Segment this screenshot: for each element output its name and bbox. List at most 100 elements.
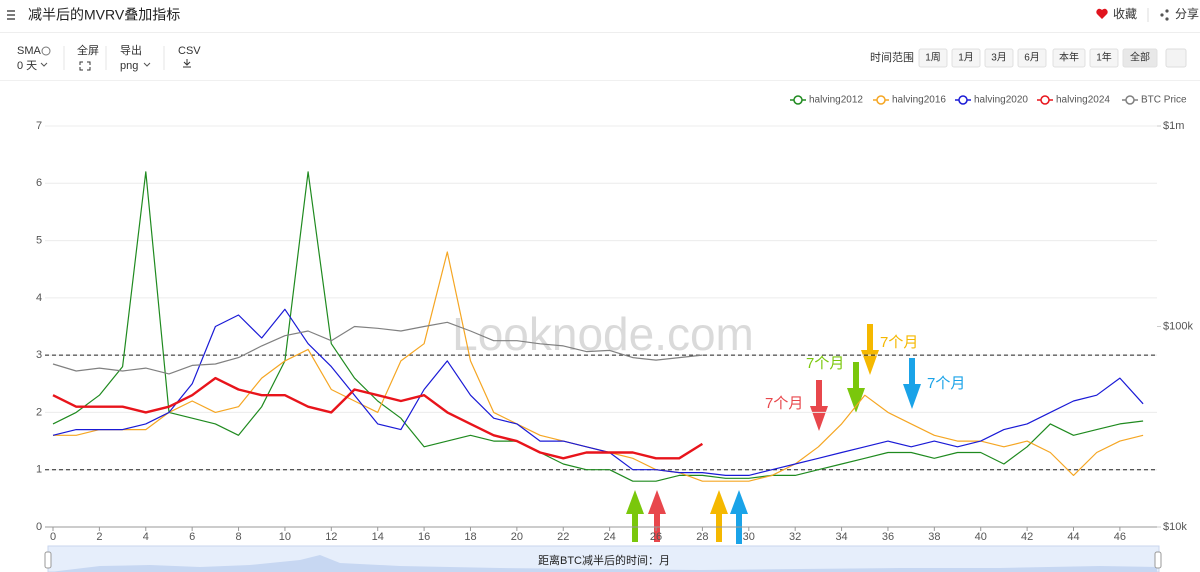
range-button-label[interactable]: 本年: [1059, 51, 1079, 64]
x-tick-label: 10: [279, 531, 291, 543]
legend-marker[interactable]: [1040, 95, 1050, 105]
legend-label[interactable]: halving2020: [974, 95, 1028, 106]
arrow: [903, 358, 921, 409]
x-tick-label: 46: [1114, 531, 1126, 543]
y-tick-label: 2: [36, 406, 42, 418]
annotation: 7个月: [927, 375, 965, 392]
range-button-label[interactable]: 全部: [1130, 51, 1150, 64]
range-button-label[interactable]: 1年: [1096, 51, 1112, 64]
watermark: Looknode.com: [452, 308, 754, 360]
y-tick-label: 6: [36, 177, 42, 189]
x-tick-label: 36: [882, 531, 894, 543]
range-button-label[interactable]: 1月: [958, 52, 974, 64]
range-button[interactable]: [918, 48, 948, 68]
x-tick-label: 42: [1021, 531, 1033, 543]
download-icon[interactable]: [183, 59, 191, 68]
annotation: 7个月: [765, 395, 803, 412]
page-title: 减半后的MVRV叠加指标: [28, 7, 180, 23]
legend-label[interactable]: halving2024: [1056, 95, 1110, 106]
legend-marker[interactable]: [958, 95, 968, 105]
export-value[interactable]: png: [120, 60, 138, 72]
heart-icon[interactable]: [1096, 8, 1108, 19]
legend-marker[interactable]: [793, 95, 803, 105]
export-label: 导出: [120, 43, 142, 57]
y-tick-label: 4: [36, 292, 42, 304]
arrow: [730, 490, 748, 544]
arrows: [626, 324, 921, 544]
share-button[interactable]: 分享: [1175, 6, 1199, 21]
y2-tick-label: $100k: [1163, 320, 1193, 332]
range-button[interactable]: [1052, 48, 1086, 68]
range-button[interactable]: [1122, 48, 1158, 68]
favorite-button[interactable]: 收藏: [1113, 7, 1137, 21]
y-tick-label: 1: [36, 464, 42, 476]
x-tick-label: 6: [189, 531, 195, 543]
x-tick-label: 24: [604, 531, 616, 543]
legend-label[interactable]: BTC Price: [1141, 95, 1187, 106]
arrow: [710, 490, 728, 542]
toolbar: SMA 0 天 全屏 导出 png CSV 时间范围 1周 1月 3月 6月 本年 1年 全…: [17, 43, 1187, 72]
x-tick-label: 18: [464, 531, 476, 543]
x-tick-label: 4: [143, 531, 149, 543]
y-tick-label: 0: [36, 521, 42, 533]
legend-label[interactable]: halving2012: [809, 95, 863, 106]
x-tick-label: 8: [235, 531, 241, 543]
range-button[interactable]: [1089, 48, 1119, 68]
arrow: [648, 490, 666, 542]
range-button[interactable]: [984, 48, 1014, 68]
range-button-label[interactable]: 3月: [991, 52, 1007, 64]
y2-tick-label: $10k: [1163, 521, 1187, 533]
x-tick-label: 30: [743, 531, 755, 543]
range-button-label[interactable]: 1周: [925, 52, 941, 64]
navigator-handle[interactable]: [1154, 551, 1162, 569]
navigator-area: [50, 555, 1157, 572]
range-button-label[interactable]: 6月: [1024, 52, 1040, 64]
x-tick-label: 14: [372, 531, 384, 543]
header: 减半后的MVRV叠加指标 收藏 分享: [0, 0, 1200, 33]
x-tick-label: 20: [511, 531, 523, 543]
x-axis-title: 距离BTC减半后的时间：月: [538, 553, 670, 567]
range-buttons: 1周 1月 3月 6月 本年 1年 全部: [918, 48, 1158, 68]
series-line: [52, 171, 1144, 482]
chevron: [40, 62, 48, 67]
x-tick-label: 22: [557, 531, 569, 543]
legend-label[interactable]: halving2016: [892, 95, 946, 106]
arrow: [861, 324, 879, 375]
info-icon[interactable]: [41, 46, 51, 56]
x-tick-label: 0: [50, 531, 56, 543]
navigator-handle[interactable]: [44, 551, 52, 569]
arrow: [810, 380, 828, 431]
range-label: 时间范围: [870, 50, 914, 64]
header-bg: [0, 0, 1200, 32]
annotation: 7个月: [880, 334, 918, 351]
y-tick-label: 3: [36, 349, 42, 361]
x-tick-label: 32: [789, 531, 801, 543]
x-tick-label: 12: [325, 531, 337, 543]
menu-icon[interactable]: [7, 10, 15, 20]
share-icon[interactable]: [1160, 9, 1169, 21]
series-line: [53, 251, 1144, 482]
x-tick-label: 38: [928, 531, 940, 543]
sma-label: SMA: [17, 45, 42, 57]
x-tick-label: 26: [650, 531, 662, 543]
fullscreen-label: 全屏: [77, 43, 99, 57]
legend-marker[interactable]: [1125, 95, 1135, 105]
sma-value[interactable]: 0 天: [17, 60, 37, 72]
annotation: 7个月: [806, 355, 844, 372]
navigator[interactable]: [44, 545, 1162, 572]
fullscreen-icon[interactable]: [79, 61, 91, 71]
series-line: [52, 376, 704, 460]
series-line: [52, 321, 703, 375]
range-button[interactable]: [951, 48, 981, 68]
series-line: [52, 308, 1144, 476]
legend-marker[interactable]: [876, 95, 886, 105]
range-button[interactable]: [1017, 48, 1047, 68]
calendar-button[interactable]: [1165, 48, 1187, 68]
arrow: [626, 490, 644, 542]
x-tick-label: 44: [1067, 531, 1079, 543]
x-tick-label: 28: [696, 531, 708, 543]
csv-label: CSV: [178, 45, 201, 57]
chevron: [143, 62, 151, 67]
